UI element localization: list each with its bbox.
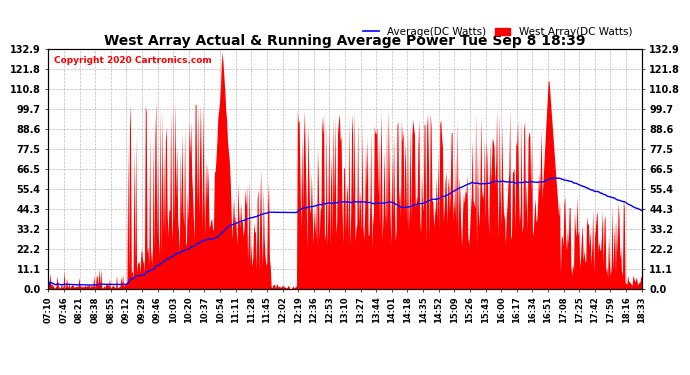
Text: Copyright 2020 Cartronics.com: Copyright 2020 Cartronics.com bbox=[55, 56, 212, 65]
Legend: Average(DC Watts), West Array(DC Watts): Average(DC Watts), West Array(DC Watts) bbox=[359, 23, 636, 41]
Title: West Array Actual & Running Average Power Tue Sep 8 18:39: West Array Actual & Running Average Powe… bbox=[104, 34, 586, 48]
